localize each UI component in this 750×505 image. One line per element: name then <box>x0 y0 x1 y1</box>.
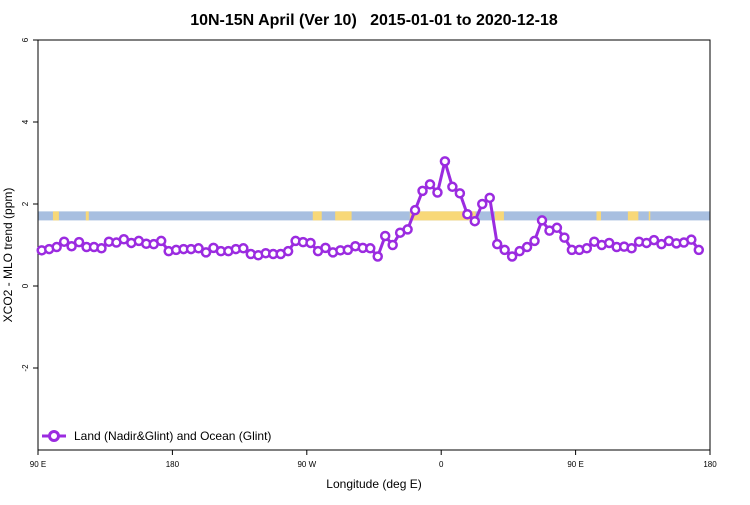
x-tick-label: 90 W <box>297 460 316 469</box>
data-point <box>551 222 563 234</box>
data-point <box>372 251 383 262</box>
data-point <box>454 188 466 199</box>
data-point <box>648 234 660 246</box>
land-segment <box>312 211 322 221</box>
data-point <box>51 241 62 253</box>
data-point <box>462 209 473 220</box>
data-point <box>439 156 451 167</box>
data-point <box>417 185 428 197</box>
data-point <box>200 247 212 258</box>
data-point <box>66 240 77 252</box>
x-axis-label: Longitude (deg E) <box>326 477 421 491</box>
land-segment <box>409 211 476 221</box>
data-point <box>499 244 510 256</box>
y-axis: -2 0 2 4 6 <box>21 37 38 372</box>
data-point <box>506 251 518 262</box>
data-point <box>536 215 548 226</box>
data-point <box>686 234 697 245</box>
data-point <box>193 243 204 254</box>
y-tick-label: 4 <box>21 119 30 124</box>
data-point <box>96 243 107 254</box>
data-point <box>365 243 376 254</box>
data-point <box>379 230 391 242</box>
data-point <box>693 244 705 256</box>
legend-marker <box>48 430 60 442</box>
legend-label: Land (Nadir&Glint) and Ocean (Glint) <box>74 429 271 443</box>
data-point <box>581 243 593 254</box>
data-point <box>58 236 70 247</box>
land-segment <box>335 211 352 221</box>
data-point <box>402 224 413 235</box>
plot-frame <box>37 39 711 451</box>
y-tick-label: -2 <box>21 364 30 372</box>
data-point <box>424 179 436 190</box>
y-tick-label: 2 <box>21 201 30 206</box>
data-point <box>477 198 488 210</box>
chart-title: 10N-15N April (Ver 10) 2015-01-01 to 202… <box>190 12 558 29</box>
data-point <box>484 192 495 204</box>
x-tick-label: 180 <box>166 460 180 469</box>
y-tick-label: 6 <box>21 37 30 42</box>
y-axis-label: XCO2 - MLO trend (ppm) <box>1 188 15 323</box>
data-point <box>320 242 331 254</box>
data-point <box>469 215 481 227</box>
land-segment <box>85 211 89 221</box>
data-point <box>387 239 398 251</box>
data-point <box>447 181 458 193</box>
data-point <box>282 245 294 257</box>
x-tick-label: 90 E <box>567 460 583 469</box>
data-point <box>491 238 503 250</box>
data-point <box>514 245 525 257</box>
x-tick-label: 90 E <box>30 460 46 469</box>
x-axis: 90 E 180 90 W 0 90 E 180 <box>30 450 717 469</box>
data-point <box>521 241 533 253</box>
ocean-band <box>38 211 710 221</box>
land-segment <box>52 211 59 221</box>
data-point <box>409 204 421 216</box>
data-point <box>238 243 249 254</box>
data-point <box>529 235 540 247</box>
x-tick-label: 180 <box>703 460 717 469</box>
data-point <box>603 237 615 249</box>
land-segment <box>494 211 504 221</box>
legend: Land (Nadir&Glint) and Ocean (Glint) <box>42 429 271 443</box>
data-point <box>305 237 316 249</box>
land-segment <box>627 211 639 221</box>
series-land-ocean <box>36 156 705 262</box>
data-point <box>432 187 443 198</box>
data-point <box>73 236 85 248</box>
land-segment <box>648 211 651 221</box>
land-segment <box>596 211 601 221</box>
y-tick-label: 0 <box>21 283 30 288</box>
data-point <box>559 232 570 243</box>
data-point <box>155 235 167 247</box>
land-ocean-band <box>38 211 710 221</box>
x-tick-label: 0 <box>439 460 444 469</box>
data-point <box>626 243 637 254</box>
